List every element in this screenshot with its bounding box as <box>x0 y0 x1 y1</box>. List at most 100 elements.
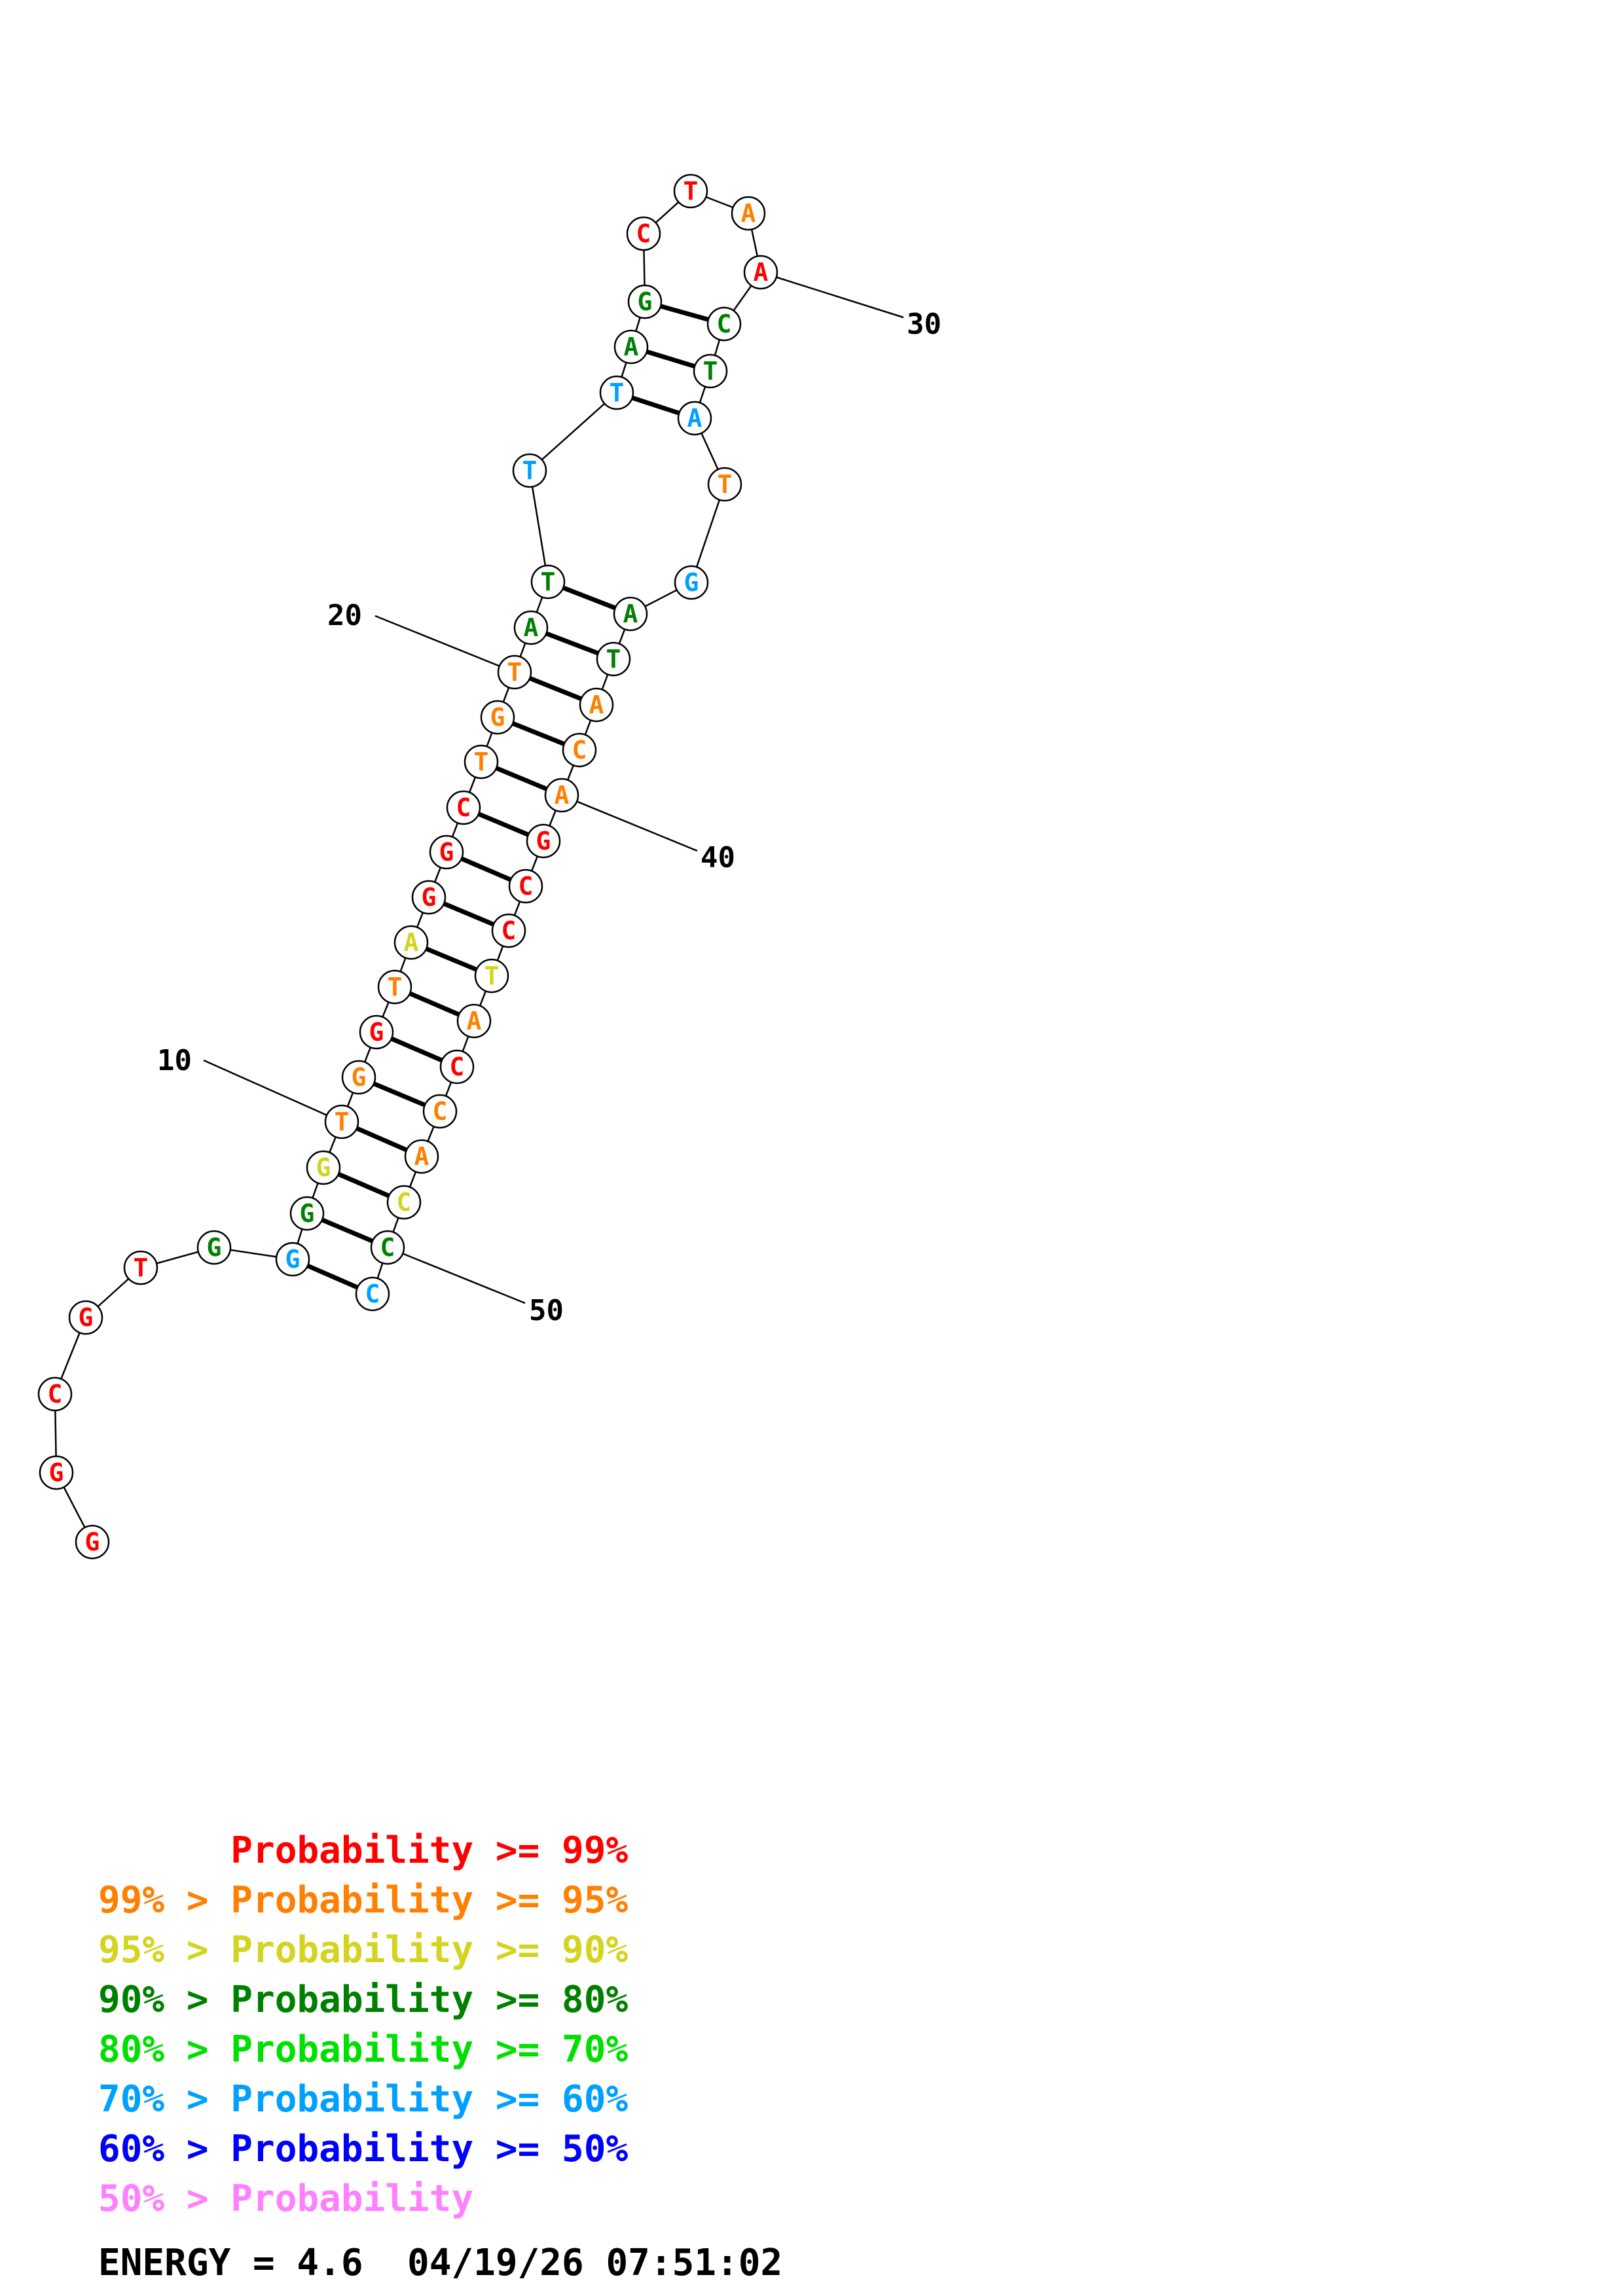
base-pair-bond <box>425 946 478 972</box>
nucleotide-base: T <box>718 470 733 499</box>
nucleotide-circle <box>68 1300 103 1335</box>
nucleotide-circle <box>599 375 634 410</box>
nucleotide-base: G <box>439 838 454 867</box>
position-tick <box>387 1246 526 1304</box>
backbone-layer <box>54 190 762 1543</box>
nucleotide-circle <box>289 1196 325 1231</box>
nucleotide-base: C <box>717 310 732 338</box>
position-label-10: 10 <box>157 1044 192 1077</box>
nucleotide-circle <box>370 1230 405 1265</box>
timestamp: 04/19/26 07:51:02 <box>407 2242 783 2284</box>
legend-row: 95% > Probability >= 90% <box>98 1926 628 1975</box>
position-tick <box>760 271 904 319</box>
nucleotide-24: T <box>599 375 634 410</box>
nucleotide-circle <box>579 687 614 723</box>
nucleotide-circle <box>674 565 709 600</box>
base-pair-bond <box>631 395 680 416</box>
nucleotide-circle <box>562 732 597 768</box>
nucleotide-base: T <box>610 378 625 407</box>
nucleotide-2: G <box>39 1455 74 1490</box>
nucleotide-base: C <box>365 1280 380 1308</box>
nucleotide-38: A <box>579 687 614 723</box>
position-tick <box>374 615 515 673</box>
nucleotide-base: A <box>754 258 769 287</box>
nucleotide-circle <box>341 1060 376 1095</box>
energy-value: ENERGY = 4.6 <box>98 2242 363 2284</box>
legend-row: Probability >= 99% <box>98 1826 628 1876</box>
nucleotide-circle <box>377 969 412 1005</box>
base-pair-bond <box>409 991 460 1017</box>
nucleotide-base: G <box>638 287 653 316</box>
nucleotide-base: G <box>300 1199 315 1228</box>
nucleotide-circle <box>37 1376 73 1412</box>
position-label-50: 50 <box>529 1294 564 1327</box>
nucleotide-circle <box>706 306 742 342</box>
nucleotide-circle <box>613 329 649 365</box>
nucleotide-base: G <box>79 1303 94 1332</box>
nucleotide-9: G <box>306 1150 341 1185</box>
nucleotide-base: T <box>474 747 489 776</box>
backbone-link <box>690 484 726 583</box>
nucleotide-27: C <box>626 216 661 251</box>
nucleotide-42: C <box>508 869 543 904</box>
nucleotide-base: C <box>48 1380 63 1408</box>
nucleotide-circle <box>275 1242 310 1277</box>
position-label-20: 20 <box>327 599 362 632</box>
nucleotide-base: G <box>684 568 699 597</box>
base-pair-bond <box>528 676 583 701</box>
nucleotide-29: A <box>731 196 766 231</box>
nucleotide-20: T <box>497 655 532 690</box>
backbone-link <box>528 470 549 583</box>
nucleotide-10: T <box>324 1104 359 1139</box>
base-pair-bond <box>373 1081 426 1107</box>
nucleotide-circle <box>677 401 712 436</box>
legend-prefix: 50% > <box>98 2178 231 2220</box>
nucleotide-4: G <box>68 1300 103 1335</box>
nucleotide-circle <box>196 1230 232 1265</box>
nucleotide-base: A <box>589 691 604 719</box>
nucleotide-50: C <box>370 1230 405 1265</box>
nucleotide-circle <box>456 1003 492 1039</box>
nucleotide-36: A <box>613 596 648 632</box>
nucleotide-base: A <box>467 1007 482 1035</box>
nucleotide-base: T <box>507 658 522 687</box>
legend-prefix: 80% > <box>98 2028 231 2071</box>
nucleotide-46: C <box>439 1049 475 1085</box>
nucleotide-49: C <box>386 1185 422 1220</box>
nucleotide-45: A <box>456 1003 492 1039</box>
position-tick-layer: 10 20 30 40 50 <box>157 271 941 1327</box>
backbone-link <box>529 392 617 471</box>
nucleotide-base: A <box>624 332 639 361</box>
nucleotide-base: G <box>49 1458 64 1487</box>
base-pair-bond <box>460 856 512 882</box>
base-pair-bond <box>545 631 599 656</box>
nucleotide-base: G <box>422 883 437 912</box>
nucleotide-circle <box>530 564 566 600</box>
nucleotide-base: G <box>207 1233 222 1262</box>
nucleotide-circle <box>707 467 742 502</box>
nucleotide-base: C <box>433 1097 448 1126</box>
nucleotide-7: G <box>275 1242 310 1277</box>
nucleotide-base: A <box>555 781 570 810</box>
nucleotide-circle <box>359 1014 394 1050</box>
nucleotide-17: C <box>446 790 481 825</box>
nucleotide-circle <box>613 596 648 632</box>
legend-prefix <box>98 1829 230 1872</box>
nucleotide-circle <box>497 655 532 690</box>
nucleotide-47: C <box>422 1094 458 1129</box>
nucleotide-base: C <box>501 916 517 945</box>
nucleotide-circle <box>627 284 663 319</box>
legend-row: 70% > Probability >= 60% <box>98 2075 628 2125</box>
nucleotide-1: G <box>75 1524 110 1560</box>
legend-text: Probability >= 90% <box>230 1929 629 1971</box>
nucleotide-circle <box>596 641 631 677</box>
nucleotide-circle <box>508 869 543 904</box>
probability-legend: Probability >= 99% 99% > Probability >= 9… <box>98 1826 628 2224</box>
base-pair-bond <box>443 901 495 927</box>
base-pair-bond <box>562 585 616 611</box>
nucleotide-base: T <box>134 1253 149 1282</box>
nucleotide-48: A <box>404 1139 439 1174</box>
nucleotide-circle <box>480 700 515 735</box>
nucleotide-circle <box>422 1094 458 1129</box>
nucleotide-base: T <box>541 567 556 596</box>
